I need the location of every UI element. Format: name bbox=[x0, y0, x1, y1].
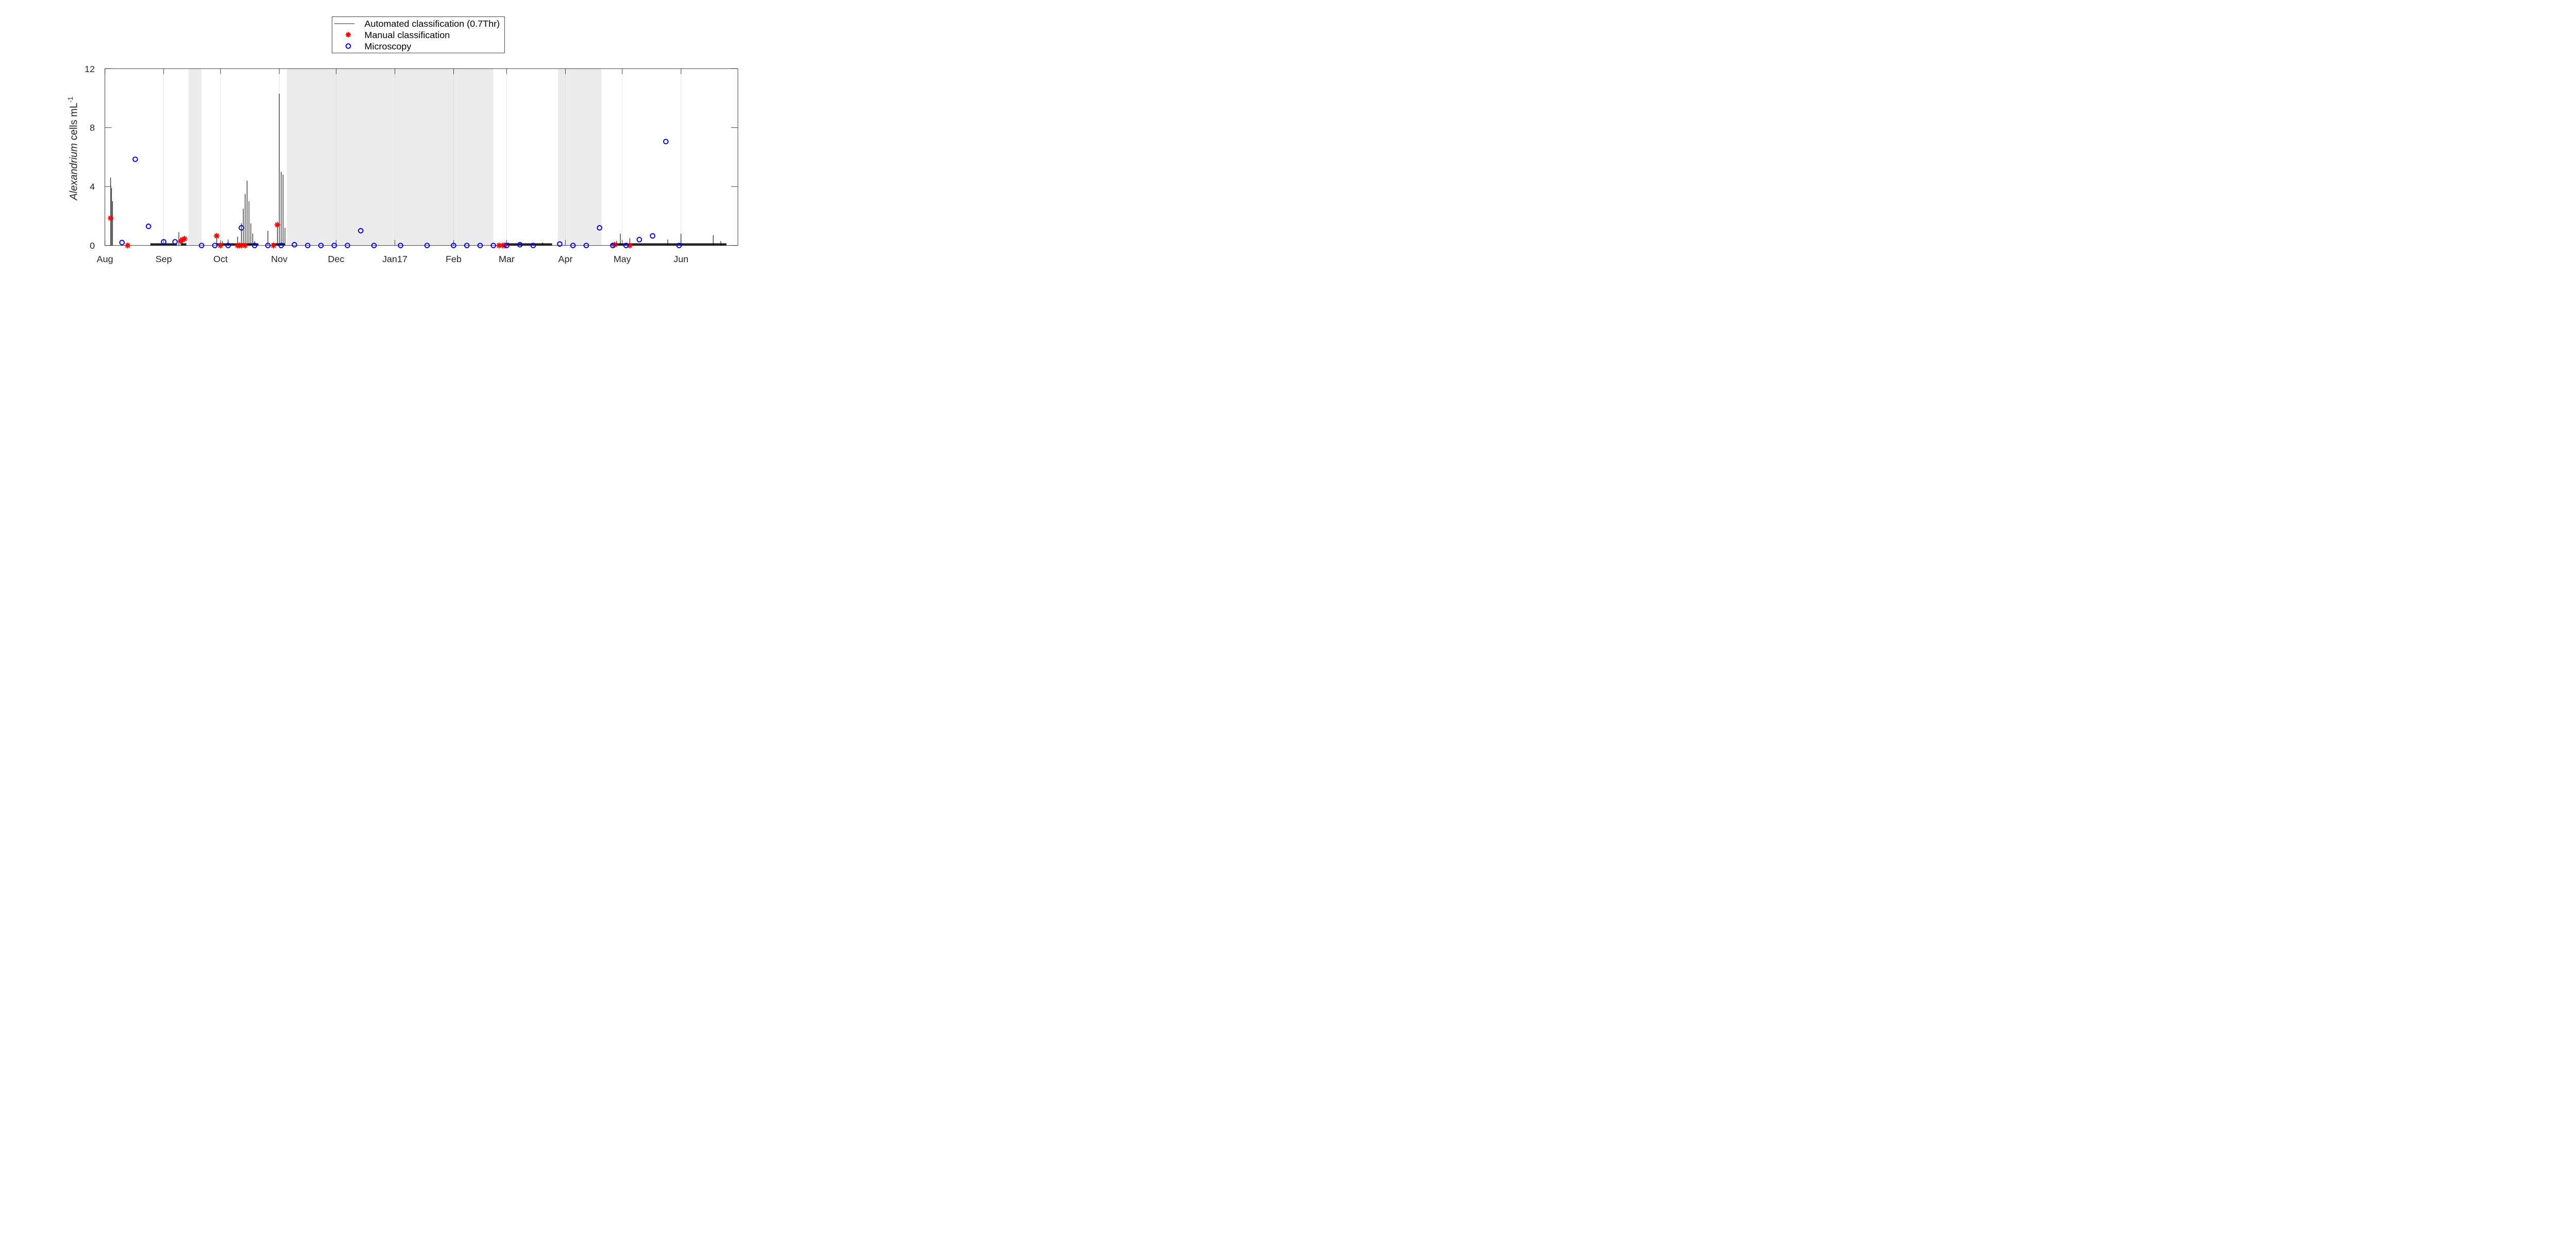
x-tick-label: May bbox=[614, 254, 631, 264]
y-tick-label: 0 bbox=[90, 241, 95, 251]
microscopy-point bbox=[119, 239, 125, 246]
microscopy-point bbox=[464, 243, 470, 248]
microscopy-point bbox=[650, 233, 655, 239]
microscopy-point bbox=[610, 243, 616, 248]
microscopy-point bbox=[371, 243, 377, 248]
legend-label-manual: Manual classification bbox=[364, 30, 450, 40]
microscopy-point bbox=[145, 224, 151, 229]
x-tick-label: Oct bbox=[213, 254, 228, 264]
y-axis-label-rest: cells mL bbox=[69, 102, 80, 143]
y-axis-label: Alexandrium cells mL-1 bbox=[66, 97, 80, 201]
shaded-period-1 bbox=[286, 68, 494, 246]
manual-series bbox=[107, 215, 633, 249]
legend: Automated classification (0.7Thr) Manual… bbox=[332, 16, 505, 54]
microscopy-point bbox=[477, 243, 483, 248]
microscopy-point bbox=[265, 243, 271, 248]
microscopy-point bbox=[597, 225, 602, 231]
plot-area bbox=[105, 68, 738, 246]
manual-point bbox=[217, 242, 224, 249]
x-tick-label: Jun bbox=[673, 254, 688, 264]
legend-circle-swatch bbox=[345, 43, 351, 49]
manual-point bbox=[270, 242, 277, 249]
legend-label-microscopy: Microscopy bbox=[364, 41, 411, 52]
manual-point bbox=[124, 242, 131, 249]
manual-point bbox=[274, 221, 281, 228]
microscopy-point bbox=[676, 243, 682, 248]
microscopy-point bbox=[424, 243, 430, 248]
microscopy-point bbox=[663, 139, 669, 145]
microscopy-point bbox=[304, 243, 311, 248]
x-tick-label: Nov bbox=[271, 254, 287, 264]
microscopy-point bbox=[623, 243, 629, 248]
microscopy-point bbox=[132, 156, 138, 162]
legend-asterisk-swatch bbox=[345, 31, 351, 38]
microscopy-point bbox=[251, 243, 258, 248]
y-tick-labels: 0 4 8 12 bbox=[84, 64, 95, 251]
microscopy-point bbox=[292, 242, 297, 248]
y-tick-label: 4 bbox=[90, 182, 95, 192]
automated-baseline bbox=[180, 243, 187, 246]
manual-point bbox=[496, 242, 502, 249]
microscopy-point bbox=[225, 243, 231, 248]
microscopy-point bbox=[239, 225, 244, 231]
microscopy-point bbox=[161, 239, 166, 245]
x-tick-label: Dec bbox=[328, 254, 344, 264]
x-tick-label: Mar bbox=[499, 254, 515, 264]
microscopy-point bbox=[198, 243, 205, 248]
automated-baseline bbox=[272, 243, 285, 246]
x-tick-label: Aug bbox=[97, 254, 113, 264]
legend-label-automated: Automated classification (0.7Thr) bbox=[364, 19, 500, 29]
microscopy-point bbox=[172, 239, 178, 245]
microscopy-point bbox=[517, 242, 523, 248]
legend-box bbox=[332, 16, 505, 54]
microscopy-series bbox=[119, 139, 682, 248]
shaded-periods bbox=[188, 68, 602, 246]
manual-point bbox=[238, 242, 245, 249]
microscopy-point bbox=[358, 228, 364, 234]
microscopy-point bbox=[504, 243, 510, 248]
microscopy-point bbox=[583, 243, 589, 248]
automated-baseline bbox=[506, 243, 552, 246]
y-tick-label: 8 bbox=[90, 123, 95, 133]
automated-baseline bbox=[611, 243, 727, 246]
microscopy-point bbox=[318, 243, 324, 248]
microscopy-point bbox=[570, 243, 576, 248]
x-tick-labels: Aug Sep Oct Nov Dec Jan17 Feb Mar Apr May Jun bbox=[97, 254, 689, 264]
axis-ticks bbox=[105, 68, 738, 246]
manual-point bbox=[107, 215, 114, 221]
y-tick-label: 12 bbox=[84, 64, 95, 74]
microscopy-point bbox=[278, 243, 284, 248]
chart: Aug Sep Oct Nov Dec Jan17 Feb Mar Apr May Jun 0 4 8 1… bbox=[66, 16, 738, 264]
microscopy-point bbox=[490, 243, 496, 248]
microscopy-point bbox=[331, 243, 337, 248]
manual-point bbox=[181, 235, 188, 242]
microscopy-point bbox=[557, 241, 563, 247]
microscopy-point bbox=[530, 243, 536, 248]
figure: Aug Sep Oct Nov Dec Jan17 Feb Mar Apr May Jun 0 4 8 1… bbox=[0, 0, 804, 268]
microscopy-point bbox=[345, 243, 350, 248]
shaded-period-0 bbox=[188, 68, 202, 246]
microscopy-point bbox=[451, 243, 456, 248]
manual-point bbox=[213, 233, 220, 239]
x-tick-label: Sep bbox=[156, 254, 172, 264]
legend-asterisk bbox=[345, 31, 351, 38]
x-tick-label: Apr bbox=[558, 254, 572, 264]
x-tick-label: Jan17 bbox=[382, 254, 408, 264]
microscopy-point bbox=[398, 243, 403, 248]
microscopy-point bbox=[212, 243, 218, 248]
shaded-period-2 bbox=[557, 68, 602, 246]
manual-point bbox=[242, 242, 248, 249]
x-tick-label: Feb bbox=[446, 254, 462, 264]
microscopy-point bbox=[636, 236, 642, 243]
y-axis-label-italic: Alexandrium bbox=[69, 143, 80, 201]
y-axis-label-sup: -1 bbox=[66, 97, 74, 103]
